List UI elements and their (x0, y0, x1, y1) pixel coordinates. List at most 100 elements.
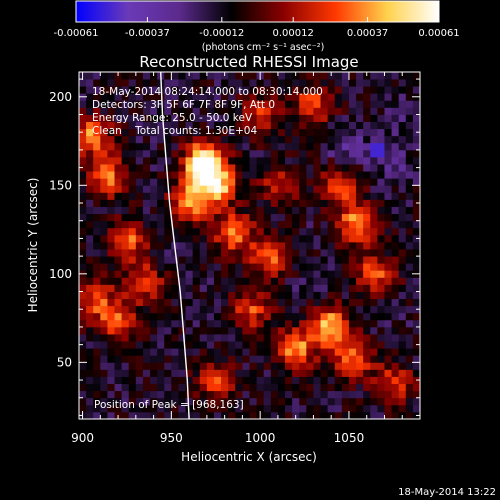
heatmap-pixel (292, 277, 300, 285)
heatmap-pixel (370, 263, 378, 271)
heatmap-pixel (391, 362, 400, 370)
heatmap-pixel (213, 100, 222, 108)
heatmap-pixel (356, 178, 364, 186)
heatmap-pixel (192, 397, 201, 406)
heatmap-pixel (313, 277, 321, 285)
heatmap-pixel (306, 383, 314, 392)
heatmap-pixel (150, 404, 158, 413)
heatmap-pixel (320, 397, 329, 406)
heatmap-pixel (93, 72, 101, 80)
heatmap-pixel (142, 348, 151, 356)
heatmap-pixel (277, 185, 286, 193)
heatmap-pixel (157, 199, 165, 207)
heatmap-pixel (93, 341, 101, 349)
heatmap-pixel (306, 135, 314, 144)
heatmap-pixel (292, 291, 300, 300)
heatmap-pixel (171, 185, 179, 193)
heatmap-pixel (285, 121, 293, 130)
heatmap-pixel (114, 100, 123, 108)
heatmap-pixel (277, 397, 286, 406)
heatmap-pixel (114, 312, 123, 321)
heatmap-pixel (86, 326, 94, 335)
heatmap-pixel (370, 142, 378, 151)
heatmap-pixel (320, 171, 329, 179)
heatmap-pixel (171, 164, 179, 172)
heatmap-pixel (377, 128, 385, 137)
heatmap-pixel (249, 135, 258, 144)
heatmap-pixel (86, 376, 94, 384)
heatmap-pixel (398, 312, 407, 321)
heatmap-pixel (221, 397, 229, 406)
heatmap-pixel (86, 79, 94, 87)
heatmap-pixel (348, 100, 357, 108)
heatmap-pixel (398, 199, 407, 207)
heatmap-pixel (327, 277, 336, 285)
heatmap-pixel (107, 121, 115, 130)
heatmap-pixel (405, 298, 414, 307)
heatmap-pixel (327, 149, 336, 158)
heatmap-pixel (320, 298, 329, 307)
heatmap-pixel (235, 199, 243, 207)
heatmap-pixel (199, 411, 208, 419)
heatmap-pixel (348, 86, 357, 94)
heatmap-pixel (228, 291, 236, 300)
heatmap-pixel (164, 319, 172, 328)
heatmap-pixel (370, 227, 378, 236)
heatmap-pixel (341, 227, 350, 236)
heatmap-pixel (150, 199, 158, 207)
heatmap-pixel (213, 114, 222, 122)
heatmap-pixel (306, 284, 314, 292)
heatmap-pixel (398, 107, 407, 115)
heatmap-pixel (114, 227, 123, 236)
heatmap-pixel (398, 121, 407, 130)
heatmap-pixel (356, 355, 364, 363)
heatmap-pixel (341, 291, 350, 300)
heatmap-pixel (121, 128, 130, 137)
heatmap-pixel (341, 298, 350, 307)
heatmap-pixel (242, 256, 250, 264)
heatmap-pixel (86, 192, 94, 200)
heatmap-pixel (192, 135, 201, 144)
heatmap-pixel (192, 178, 201, 186)
heatmap-pixel (356, 79, 364, 87)
heatmap-pixel (171, 270, 179, 278)
heatmap-pixel (348, 128, 357, 137)
heatmap-pixel (363, 404, 371, 413)
heatmap-pixel (398, 171, 407, 179)
heatmap-pixel (107, 156, 115, 165)
heatmap-pixel (384, 348, 392, 356)
heatmap-pixel (348, 206, 357, 215)
heatmap-pixel (213, 121, 222, 130)
colorbar-tick-label: -0.00061 (54, 28, 99, 39)
heatmap-pixel (192, 234, 201, 243)
heatmap-pixel (405, 234, 414, 243)
heatmap-pixel (377, 390, 385, 399)
heatmap-pixel (391, 383, 400, 392)
heatmap-pixel (199, 114, 208, 122)
heatmap-pixel (178, 121, 186, 130)
heatmap-pixel (213, 298, 222, 307)
heatmap-pixel (341, 156, 350, 165)
heatmap-pixel (242, 72, 250, 80)
heatmap-pixel (334, 369, 343, 377)
heatmap-pixel (228, 234, 236, 243)
heatmap-pixel (377, 376, 385, 384)
heatmap-pixel (384, 135, 392, 144)
heatmap-pixel (327, 334, 336, 342)
heatmap-pixel (263, 220, 272, 229)
heatmap-pixel (405, 284, 414, 292)
heatmap-pixel (377, 341, 385, 349)
heatmap-pixel (270, 298, 279, 307)
heatmap-pixel (100, 355, 108, 363)
heatmap-pixel (86, 270, 94, 278)
heatmap-pixel (178, 411, 186, 419)
heatmap-pixel (206, 156, 215, 165)
heatmap-pixel (206, 383, 215, 392)
heatmap-pixel (306, 128, 314, 137)
heatmap-pixel (100, 404, 108, 413)
heatmap-pixel (221, 234, 229, 243)
heatmap-pixel (242, 270, 250, 278)
heatmap-pixel (299, 298, 307, 307)
heatmap-pixel (192, 305, 201, 314)
